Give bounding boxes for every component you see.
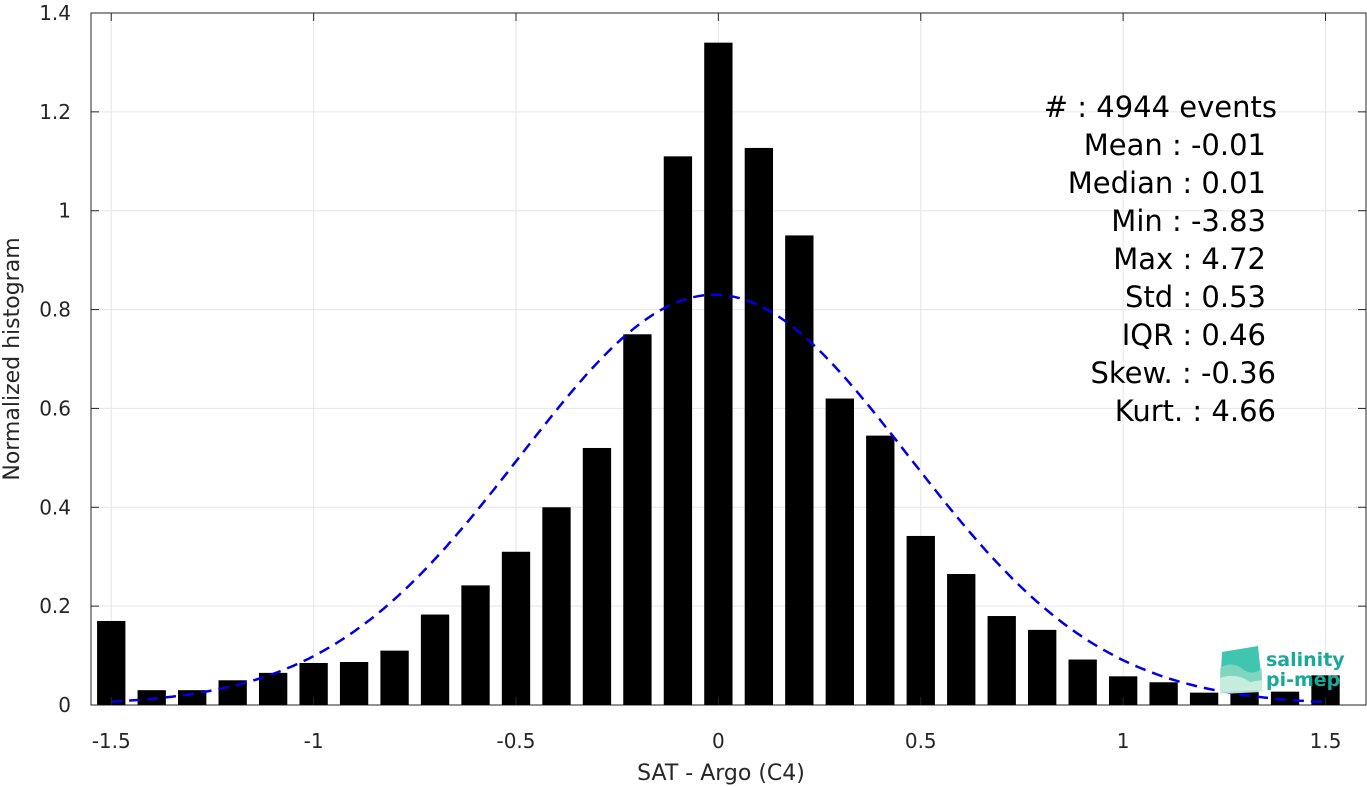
histogram-bar: [542, 507, 571, 705]
normal-fit-curve: [111, 293, 1326, 704]
stats-line: Kurt. : 4.66: [1115, 394, 1276, 428]
y-tick-label: 0.4: [39, 495, 71, 519]
x-tick-label: -1.5: [92, 729, 131, 753]
histogram-bar: [1230, 690, 1259, 705]
histogram-bar: [947, 574, 976, 705]
histogram-bar: [380, 650, 409, 705]
histogram-bar: [825, 398, 854, 705]
histogram-bars: [97, 42, 1340, 706]
y-axis-ticks: 0 0.2 0.4 0.6 0.8 1 1.2 1.4: [39, 1, 1366, 717]
histogram-bar: [461, 585, 490, 705]
logo-mark-icon: [1220, 646, 1262, 694]
histogram-bar: [420, 614, 450, 705]
histogram-bar: [744, 147, 774, 705]
stats-line: Min : -3.83: [1111, 204, 1266, 238]
statistics-box: # : 4944 events Mean : -0.01 Median : 0.01…: [1044, 90, 1277, 428]
y-axis-title: Normalized histogram: [0, 237, 25, 480]
histogram-bar: [663, 156, 693, 706]
histogram-bar: [704, 42, 733, 705]
y-tick-label: 1.4: [39, 1, 71, 25]
logo-text-pi-mep: pi-mep: [1266, 669, 1340, 691]
histogram-bar: [987, 616, 1016, 705]
stats-line: Std : 0.53: [1125, 280, 1266, 314]
x-tick-label: 1: [1117, 729, 1130, 753]
histogram-bar: [1189, 692, 1219, 705]
y-tick-label: 1.2: [39, 100, 71, 124]
y-tick-label: 0.8: [39, 298, 71, 322]
stats-line: Mean : -0.01: [1084, 128, 1266, 162]
stats-line: # : 4944 events: [1044, 90, 1277, 124]
x-tick-label: 0: [712, 729, 725, 753]
histogram-bar: [1028, 629, 1057, 705]
logo-text-salinity: salinity: [1266, 649, 1345, 671]
histogram-bar: [339, 661, 369, 705]
histogram-bar: [97, 620, 126, 705]
histogram-bar: [582, 447, 612, 705]
x-tick-label: 1.5: [1310, 729, 1342, 753]
y-tick-label: 0.2: [39, 594, 71, 618]
x-axis-ticks: -1.5 -1 -0.5 0 0.5 1 1.5: [92, 13, 1342, 753]
y-tick-label: 0.6: [39, 396, 71, 420]
stats-line: Skew. : -0.36: [1090, 356, 1276, 390]
histogram-bar: [1149, 682, 1178, 705]
x-tick-label: 0.5: [905, 729, 937, 753]
salinity-pi-mep-logo: salinity pi-mep: [1220, 646, 1345, 694]
y-tick-label: 0: [58, 693, 71, 717]
stats-line: Max : 4.72: [1113, 242, 1266, 276]
histogram-bar: [623, 334, 652, 705]
y-tick-label: 1: [58, 199, 71, 223]
histogram-bar: [785, 235, 814, 705]
stats-line: Median : 0.01: [1068, 166, 1266, 200]
x-tick-label: -1: [304, 729, 324, 753]
x-tick-label: -0.5: [496, 729, 535, 753]
histogram-bar: [501, 551, 531, 705]
stats-line: IQR : 0.46: [1122, 318, 1266, 352]
histogram-bar: [1068, 659, 1097, 705]
x-axis-title: SAT - Argo (C4): [637, 761, 805, 786]
histogram-bar: [906, 535, 935, 705]
histogram-bar: [866, 435, 895, 705]
